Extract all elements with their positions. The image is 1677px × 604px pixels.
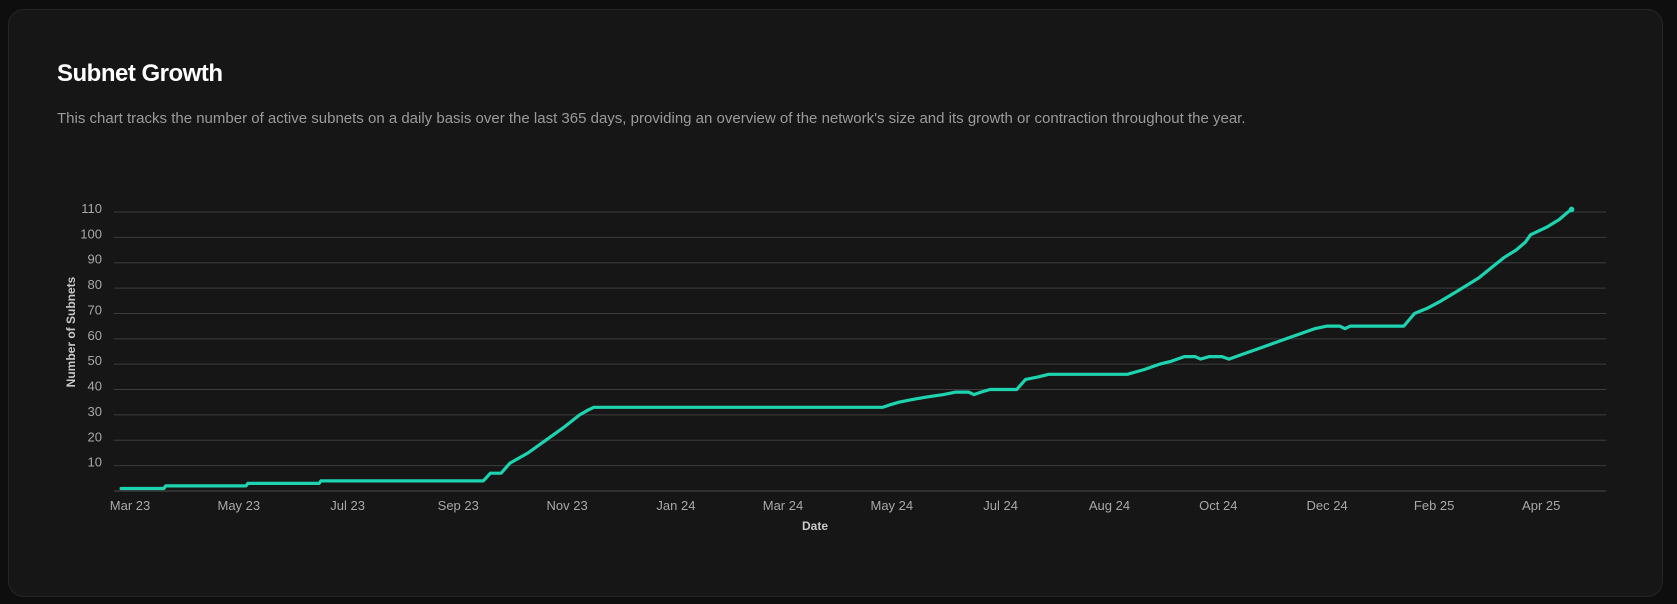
y-tick-label: 110 (81, 201, 102, 216)
x-tick-label: Aug 24 (1089, 498, 1130, 513)
x-tick-label: Jan 24 (656, 498, 695, 513)
x-tick-label: Oct 24 (1199, 498, 1237, 513)
x-tick-label: Nov 23 (547, 498, 588, 513)
y-tick-label: 50 (88, 353, 102, 368)
grid-lines (114, 211, 1606, 467)
x-tick-label: May 23 (218, 498, 261, 513)
x-tick-label: Mar 24 (763, 498, 803, 513)
y-tick-label: 90 (88, 252, 102, 267)
chart-card: Subnet Growth This chart tracks the numb… (8, 9, 1663, 597)
y-tick-label: 80 (88, 277, 102, 292)
x-tick-label: Jul 24 (983, 498, 1018, 513)
y-tick-label: 70 (88, 302, 102, 317)
y-tick-label: 20 (88, 429, 102, 444)
x-tick-label: Apr 25 (1522, 498, 1560, 513)
chart-title: Subnet Growth (57, 60, 223, 87)
y-tick-label: 100 (80, 226, 102, 241)
x-tick-label: Sep 23 (438, 498, 479, 513)
x-tick-label: Jul 23 (330, 498, 365, 513)
last-data-point (1568, 206, 1575, 213)
x-tick-label: Mar 23 (110, 498, 150, 513)
x-axis-ticks: Mar 23 May 23 Jul 23 Sep 23 Nov 23 Jan 24 Mar … (110, 498, 1561, 513)
x-tick-label: May 24 (870, 498, 913, 513)
x-tick-label: Feb 25 (1414, 498, 1454, 513)
y-tick-label: 10 (88, 455, 102, 470)
y-tick-label: 30 (88, 404, 102, 419)
x-tick-label: Dec 24 (1307, 498, 1348, 513)
y-axis-title: Number of Subnets (64, 276, 78, 387)
x-axis-title: Date (802, 519, 828, 533)
y-tick-label: 60 (88, 328, 102, 343)
chart-description: This chart tracks the number of active s… (57, 110, 1246, 127)
subnet-count-line (119, 207, 1574, 491)
y-tick-label: 40 (88, 379, 102, 394)
y-axis-ticks: 10 20 30 40 50 60 70 80 90 100 110 (80, 201, 102, 470)
